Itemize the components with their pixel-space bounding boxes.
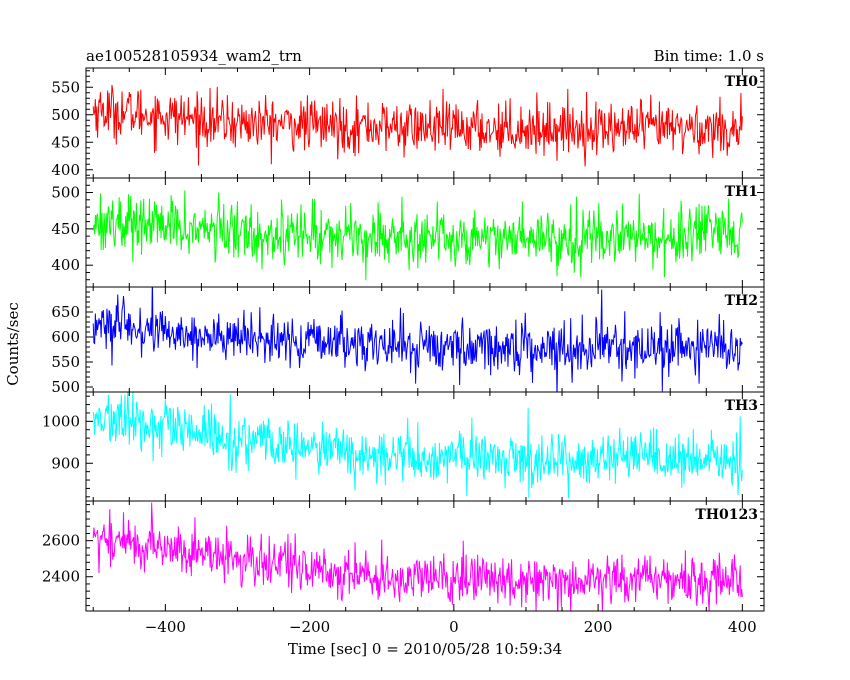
x-tick-label: 0 xyxy=(449,618,459,636)
panel-label-th0: TH0 xyxy=(725,74,759,90)
panel-label-th2: TH2 xyxy=(725,293,758,309)
panel-label-th3: TH3 xyxy=(725,398,758,414)
panel-th3: 900 1000 TH3 xyxy=(42,391,765,502)
series-line-th1 xyxy=(92,190,743,281)
y-tick-label: 500 xyxy=(51,184,80,202)
panel-label-th1: TH1 xyxy=(725,184,758,200)
series-line-th3 xyxy=(92,392,743,499)
panel-th2: 500 550 600 650 TH2 xyxy=(51,286,765,396)
y-tick-label: 550 xyxy=(51,78,80,96)
y-tick-label: 450 xyxy=(51,133,80,151)
x-tick-label: −400 xyxy=(145,618,186,636)
panel-th0: 400 450 500 550 TH0 xyxy=(51,67,765,179)
x-tick-label: 400 xyxy=(728,618,757,636)
y-tick-label: 450 xyxy=(51,220,80,238)
y-tick-label: 400 xyxy=(51,161,80,179)
series-line-th0123 xyxy=(92,502,743,611)
bin-time-label: Bin time: 1.0 s xyxy=(654,47,764,65)
y-tick-label: 2600 xyxy=(42,532,80,550)
y-tick-label: 900 xyxy=(51,454,80,472)
y-tick-label: 600 xyxy=(51,328,80,346)
panel-frame xyxy=(85,391,765,502)
y-tick-label: 500 xyxy=(51,106,80,124)
panels-group: 400 450 500 550 TH0 400 450 500 TH1 500 550 600 650 T… xyxy=(42,67,765,612)
y-tick-label: 550 xyxy=(51,353,80,371)
x-axis: −400 −200 0 200 400 xyxy=(145,618,757,636)
chart-title: ae100528105934_wam2_trn xyxy=(86,47,302,65)
panel-frame xyxy=(85,500,765,612)
panel-th0123: 2400 2600 TH0123 xyxy=(42,500,765,612)
y-tick-label: 650 xyxy=(51,303,80,321)
y-tick-label: 400 xyxy=(51,256,80,274)
y-tick-label: 2400 xyxy=(42,568,80,586)
y-axis-title: Counts/sec xyxy=(4,302,22,386)
x-tick-label: −200 xyxy=(289,618,330,636)
x-tick-label: 200 xyxy=(584,618,613,636)
panel-th1: 400 450 500 TH1 xyxy=(51,177,765,288)
x-axis-title: Time [sec] 0 = 2010/05/28 10:59:34 xyxy=(288,640,562,658)
series-line-th2 xyxy=(92,287,743,392)
y-tick-label: 500 xyxy=(51,378,80,396)
y-tick-label: 1000 xyxy=(42,412,80,430)
panel-label-th0123: TH0123 xyxy=(695,507,758,523)
series-line-th0 xyxy=(92,84,743,167)
